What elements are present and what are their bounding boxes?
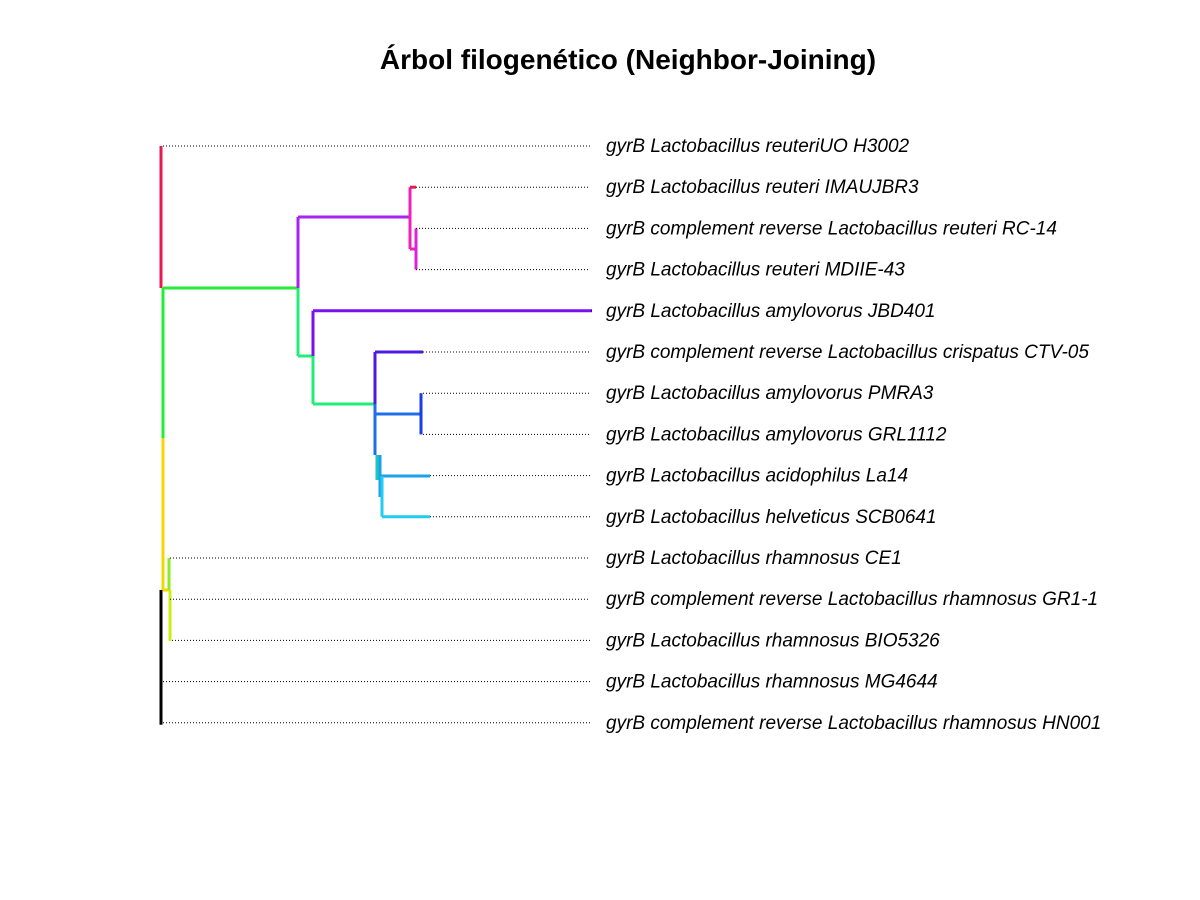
tip-label: gyrB Lactobacillus amylovorus GRL1112 <box>606 424 947 445</box>
tip-label: gyrB complement reverse Lactobacillus rh… <box>606 589 1098 610</box>
tip-label: gyrB Lactobacillus reuteriUO H3002 <box>606 136 910 157</box>
tip-label: gyrB Lactobacillus acidophilus La14 <box>606 466 908 487</box>
tip-label: gyrB Lactobacillus rhamnosus MG4644 <box>606 672 938 693</box>
tip-label: gyrB Lactobacillus reuteri IMAUJBR3 <box>606 177 919 198</box>
tip-labels: gyrB Lactobacillus reuteriUO H3002 gyrB L… <box>606 136 1101 734</box>
tip-label: gyrB complement reverse Lactobacillus rh… <box>606 713 1101 734</box>
tip-label: gyrB Lactobacillus rhamnosus CE1 <box>606 548 902 569</box>
tip-label: gyrB Lactobacillus rhamnosus BIO5326 <box>606 630 940 651</box>
tip-label: gyrB Lactobacillus helveticus SCB0641 <box>606 507 937 528</box>
tip-label: gyrB Lactobacillus amylovorus PMRA3 <box>606 383 934 404</box>
tip-guide-lines <box>163 145 592 724</box>
tip-label: gyrB complement reverse Lactobacillus re… <box>606 218 1057 239</box>
tip-label: gyrB Lactobacillus reuteri MDIIE-43 <box>606 260 905 281</box>
tree-branches <box>159 146 592 725</box>
chart-title: Árbol filogenético (Neighbor-Joining) <box>379 44 877 75</box>
tip-label: gyrB Lactobacillus amylovorus JBD401 <box>606 301 936 322</box>
tip-label: gyrB complement reverse Lactobacillus cr… <box>606 342 1089 363</box>
